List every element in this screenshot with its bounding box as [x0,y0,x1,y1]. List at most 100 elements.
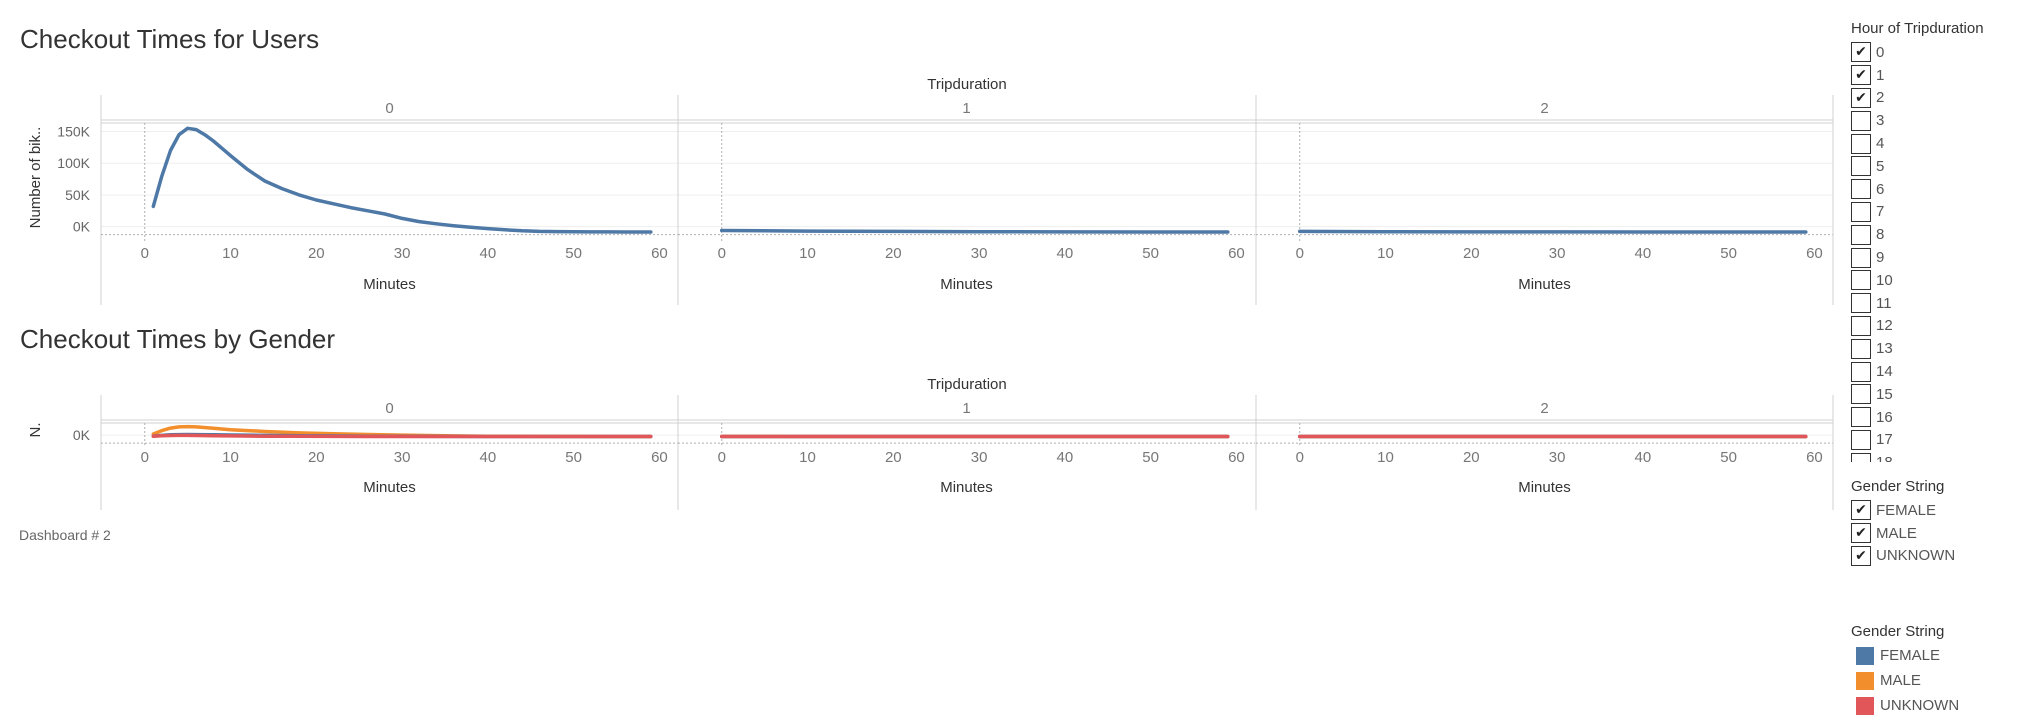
x-tick-label: 60 [1806,449,1823,466]
gender-filter-list[interactable]: ✔ FEMALE ✔ MALE ✔ UNKNOWN [1851,499,2001,567]
panel-label: 2 [1540,100,1548,117]
hour-filter-item-17[interactable]: 17 [1851,429,2001,452]
filter-item-label: UNKNOWN [1876,547,1956,565]
hour-filter-item-7[interactable]: 7 [1851,201,2001,224]
checkbox[interactable] [1851,338,1871,359]
x-tick-label: 50 [1720,245,1737,262]
x-axis-label: Minutes [1518,479,1571,496]
legend-swatch [1856,646,1874,665]
panel-label: 1 [962,400,970,417]
checkbox[interactable] [1851,110,1871,131]
gender-filter-item-female[interactable]: ✔ FEMALE [1851,499,2001,522]
x-tick-label: 60 [1228,449,1245,466]
hour-filter-item-15[interactable]: 15 [1851,383,2001,406]
x-tick-label: 40 [1635,449,1652,466]
checkbox[interactable]: ✔ [1851,545,1871,566]
hour-filter-item-12[interactable]: 12 [1851,315,2001,338]
checkmark-icon: ✔ [1855,89,1867,106]
filter-item-label: 9 [1876,249,1885,267]
x-tick-label: 50 [1142,245,1159,262]
hour-filter-item-18[interactable]: 18 [1851,451,2001,462]
checkbox[interactable] [1851,293,1871,314]
checkbox[interactable] [1851,179,1871,200]
checkbox[interactable] [1851,407,1871,428]
y-tick-label: 0K [73,427,91,443]
checkbox[interactable] [1851,315,1871,336]
x-tick-label: 30 [971,449,988,466]
hour-filter-item-4[interactable]: 4 [1851,132,2001,155]
filter-item-label: 15 [1876,385,1893,403]
hour-filter-item-9[interactable]: 9 [1851,246,2001,269]
filter-item-label: 14 [1876,363,1893,381]
x-tick-label: 10 [222,245,239,262]
checkmark-icon: ✔ [1855,502,1867,519]
checkbox[interactable] [1851,224,1871,245]
y-tick-label: 0K [73,219,91,235]
checkbox[interactable] [1851,156,1871,177]
checkbox[interactable] [1851,133,1871,154]
legend-item-unknown[interactable]: UNKNOWN [1856,693,1959,718]
x-tick-label: 60 [1806,245,1823,262]
x-tick-label: 10 [799,449,816,466]
filter-item-label: 7 [1876,203,1885,221]
x-tick-label: 60 [651,449,668,466]
x-tick-label: 50 [1720,449,1737,466]
checkbox[interactable] [1851,247,1871,268]
x-tick-label: 20 [1463,449,1480,466]
checkmark-icon: ✔ [1855,44,1867,61]
checkbox[interactable]: ✔ [1851,65,1871,86]
hour-filter-item-6[interactable]: 6 [1851,178,2001,201]
filter-item-label: 16 [1876,408,1893,426]
legend-item-male[interactable]: MALE [1856,668,1959,693]
x-axis-label: Minutes [363,276,416,293]
checkbox[interactable]: ✔ [1851,500,1871,521]
gender-filter-title: Gender String [1851,478,1945,495]
x-tick-label: 0 [718,449,726,466]
legend-item-female[interactable]: FEMALE [1856,643,1959,668]
x-tick-label: 30 [1549,245,1566,262]
checkbox[interactable]: ✔ [1851,87,1871,108]
gender-filter-item-unknown[interactable]: ✔ UNKNOWN [1851,545,2001,568]
x-tick-label: 60 [1228,245,1245,262]
hour-filter-item-5[interactable]: 5 [1851,155,2001,178]
legend-swatch [1856,696,1874,715]
column-header: Tripduration [927,76,1006,93]
checkbox[interactable] [1851,361,1871,382]
filter-item-label: 6 [1876,180,1885,198]
hour-filter-item-3[interactable]: 3 [1851,109,2001,132]
checkbox[interactable] [1851,270,1871,291]
x-tick-label: 40 [1635,245,1652,262]
hour-filter-item-2[interactable]: ✔ 2 [1851,87,2001,110]
x-tick-label: 20 [885,449,902,466]
hour-filter-list[interactable]: ✔0✔1✔23456789101112131415161718 [1851,41,2001,462]
x-axis-label: Minutes [940,276,993,293]
checkbox[interactable]: ✔ [1851,523,1871,544]
x-tick-label: 30 [394,245,411,262]
hour-filter-item-8[interactable]: 8 [1851,223,2001,246]
hour-filter-item-13[interactable]: 13 [1851,337,2001,360]
checkbox[interactable] [1851,384,1871,405]
filter-item-label: 2 [1876,89,1885,107]
panel-label: 1 [962,100,970,117]
hour-filter-item-1[interactable]: ✔ 1 [1851,64,2001,87]
filter-item-label: 4 [1876,135,1885,153]
filter-item-label: 13 [1876,340,1893,358]
y-tick-label: 100K [57,155,90,171]
series-line-users-panel-0 [151,126,653,234]
hour-filter-item-16[interactable]: 16 [1851,406,2001,429]
checkbox[interactable] [1851,201,1871,222]
filter-item-label: 12 [1876,317,1893,335]
x-tick-label: 50 [565,245,582,262]
checkbox[interactable] [1851,452,1871,462]
gender-filter-item-male[interactable]: ✔ MALE [1851,522,2001,545]
hour-filter-item-0[interactable]: ✔ 0 [1851,41,2001,64]
checkbox[interactable] [1851,429,1871,450]
chart-title-gender: Checkout Times by Gender [20,324,336,354]
hour-filter-item-10[interactable]: 10 [1851,269,2001,292]
checkmark-icon: ✔ [1855,547,1867,564]
hour-filter-item-14[interactable]: 14 [1851,360,2001,383]
x-axis-label: Minutes [1518,276,1571,293]
checkbox[interactable]: ✔ [1851,42,1871,63]
hour-filter-item-11[interactable]: 11 [1851,292,2001,315]
series-line-unknown-panel-0 [151,433,653,439]
